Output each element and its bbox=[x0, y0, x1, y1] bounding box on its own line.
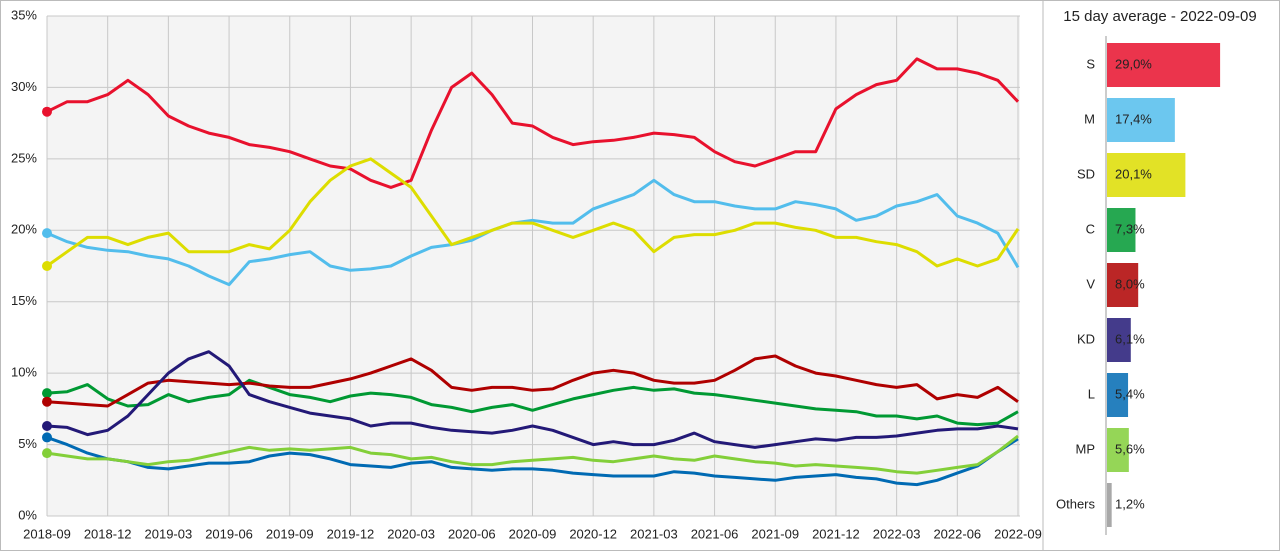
x-tick-label: 2022-09 bbox=[994, 526, 1042, 541]
value-label: 5,6% bbox=[1115, 441, 1145, 456]
bar bbox=[1107, 428, 1129, 472]
bar bbox=[1107, 373, 1129, 417]
x-tick-label: 2020-12 bbox=[569, 526, 617, 541]
value-label: 29,0% bbox=[1115, 56, 1152, 71]
start-point bbox=[42, 106, 52, 117]
series-line bbox=[46, 378, 1019, 427]
x-tick-label: 2020-09 bbox=[509, 526, 557, 541]
y-tick-label: 30% bbox=[11, 79, 37, 94]
value-label: 8,0% bbox=[1115, 276, 1145, 291]
x-tick-label: 2019-12 bbox=[327, 526, 375, 541]
x-tick-label: 2020-03 bbox=[387, 526, 435, 541]
y-tick-label: 0% bbox=[18, 507, 37, 522]
bar bbox=[1107, 153, 1186, 197]
value-label: 17,4% bbox=[1115, 111, 1152, 126]
x-tick-label: 2022-06 bbox=[933, 526, 981, 541]
y-tick-label: 35% bbox=[11, 7, 37, 22]
x-tick-label: 2022-03 bbox=[873, 526, 921, 541]
series-line bbox=[46, 434, 1019, 475]
category-label: C bbox=[1086, 221, 1095, 236]
series-line bbox=[46, 178, 1020, 287]
y-tick-label: 5% bbox=[18, 436, 37, 451]
bar bbox=[1107, 263, 1139, 307]
series-line bbox=[46, 354, 1019, 408]
series-line bbox=[46, 57, 1020, 189]
plot-area bbox=[47, 16, 1020, 516]
start-point bbox=[42, 448, 52, 459]
bar bbox=[1107, 208, 1136, 252]
y-tick-label: 15% bbox=[11, 293, 37, 308]
start-point bbox=[42, 432, 52, 443]
value-label: 1,2% bbox=[1115, 496, 1145, 511]
x-tick-label: 2021-12 bbox=[812, 526, 860, 541]
value-label: 6,1% bbox=[1115, 331, 1145, 346]
series-line bbox=[46, 435, 1019, 487]
start-point bbox=[42, 261, 52, 271]
start-point bbox=[42, 396, 52, 407]
bar bbox=[1107, 318, 1131, 362]
category-label: Others bbox=[1056, 496, 1096, 511]
value-label: 5,4% bbox=[1115, 386, 1145, 401]
x-tick-label: 2021-06 bbox=[691, 526, 739, 541]
x-tick-label: 2018-12 bbox=[84, 526, 132, 541]
category-label: M bbox=[1084, 111, 1095, 126]
bar bbox=[1107, 483, 1112, 527]
category-label: S bbox=[1086, 56, 1095, 71]
category-label: V bbox=[1086, 276, 1095, 291]
category-label: KD bbox=[1077, 331, 1095, 346]
category-label: MP bbox=[1076, 441, 1096, 456]
bar-title: 15 day average - 2022-09-09 bbox=[1063, 8, 1256, 25]
x-tick-label: 2019-06 bbox=[205, 526, 253, 541]
value-label: 7,3% bbox=[1115, 221, 1145, 236]
x-tick-label: 2021-09 bbox=[751, 526, 799, 541]
y-tick-label: 25% bbox=[11, 150, 37, 165]
category-label: SD bbox=[1077, 166, 1095, 181]
y-tick-label: 20% bbox=[11, 222, 37, 237]
series-line bbox=[46, 350, 1019, 449]
bar bbox=[1107, 43, 1221, 87]
series-line bbox=[46, 157, 1020, 268]
value-label: 20,1% bbox=[1115, 166, 1152, 181]
start-point bbox=[42, 421, 52, 431]
start-point bbox=[42, 388, 52, 399]
bar bbox=[1107, 98, 1175, 142]
x-tick-label: 2021-03 bbox=[630, 526, 678, 541]
x-tick-label: 2020-06 bbox=[448, 526, 496, 541]
y-tick-label: 10% bbox=[11, 365, 37, 380]
category-label: L bbox=[1088, 386, 1095, 401]
x-tick-label: 2018-09 bbox=[23, 526, 71, 541]
x-tick-label: 2019-03 bbox=[145, 526, 193, 541]
start-point bbox=[42, 228, 52, 239]
x-tick-label: 2019-09 bbox=[266, 526, 314, 541]
